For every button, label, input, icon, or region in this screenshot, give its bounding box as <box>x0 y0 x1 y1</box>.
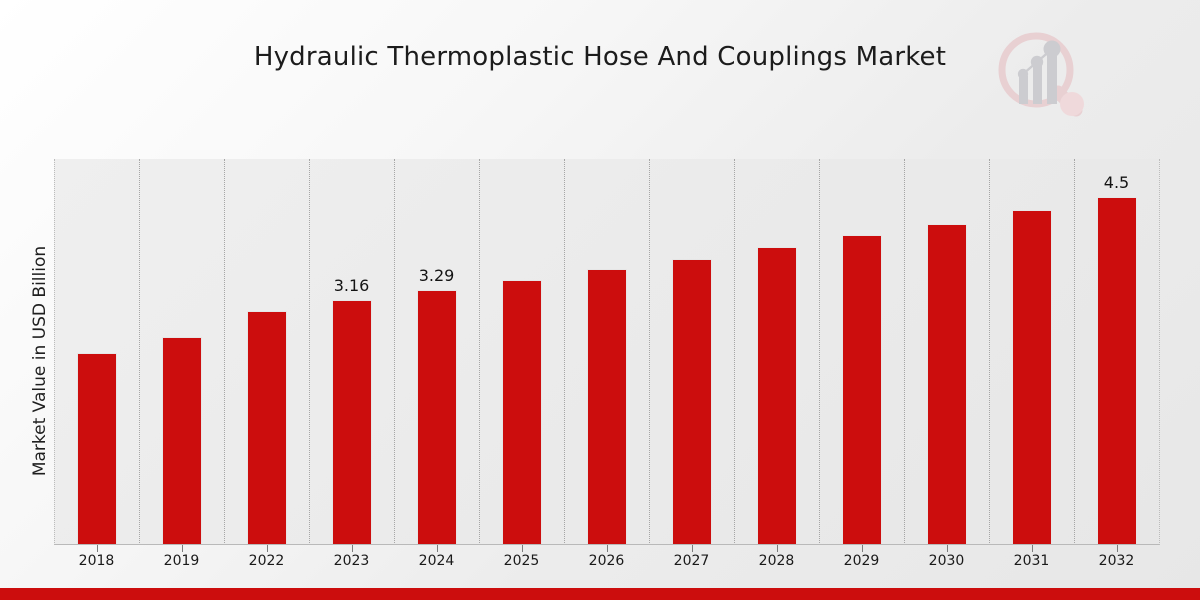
x-axis-tick-2023 <box>351 545 353 552</box>
x-axis-label-2019: 2019 <box>163 553 200 569</box>
gridline <box>989 159 991 545</box>
x-axis-tick-2024 <box>436 545 438 552</box>
gridline <box>564 159 566 545</box>
x-axis-label-2030: 2030 <box>928 553 965 569</box>
x-axis-label-2026: 2026 <box>588 553 625 569</box>
bar-2022[interactable] <box>246 310 287 544</box>
page-title: Hydraulic Thermoplastic Hose And Couplin… <box>253 42 947 72</box>
bar-2024[interactable] <box>416 290 457 544</box>
bar-value-label-2024: 3.29 <box>418 266 455 285</box>
x-axis-label-2031: 2031 <box>1013 553 1050 569</box>
bar-value-label-2023: 3.16 <box>333 276 370 296</box>
x-axis-tick-2032 <box>1116 545 1118 552</box>
bar-2026[interactable] <box>586 269 627 544</box>
bar-value-label-2032: 4.5 <box>1103 172 1130 192</box>
bar-2028[interactable] <box>756 246 797 544</box>
x-axis-tick-2027 <box>691 545 693 552</box>
bar-2025[interactable] <box>501 279 542 544</box>
bar-2019[interactable] <box>161 337 202 544</box>
x-axis-label-2029: 2029 <box>843 553 880 569</box>
x-axis-line <box>54 544 1159 545</box>
gridline <box>904 159 906 545</box>
x-axis-label-2032: 2032 <box>1098 553 1135 569</box>
bar-2029[interactable] <box>841 235 882 544</box>
bar-2027[interactable] <box>671 259 712 544</box>
gridline <box>224 159 226 545</box>
x-axis-tick-2025 <box>521 545 523 552</box>
gridline <box>394 159 396 545</box>
gridline <box>734 159 736 545</box>
x-axis-label-2027: 2027 <box>673 553 710 569</box>
x-axis-tick-2019 <box>181 545 183 552</box>
gridline <box>1159 159 1161 545</box>
y-axis-title: Market Value in USD Billion <box>30 245 50 477</box>
gridline <box>819 159 821 545</box>
gridline <box>139 159 141 545</box>
x-axis-label-2022: 2022 <box>248 553 285 569</box>
bar-2030[interactable] <box>926 223 967 544</box>
x-axis-tick-2022 <box>266 545 268 552</box>
x-axis-tick-2030 <box>946 545 948 552</box>
gridline <box>649 159 651 545</box>
gridline <box>309 159 311 545</box>
x-axis-label-2024: 2024 <box>418 553 455 569</box>
x-axis-tick-2031 <box>1031 545 1033 552</box>
x-axis-label-2018: 2018 <box>78 553 115 569</box>
gridline <box>1074 159 1076 545</box>
x-axis-tick-2026 <box>606 545 608 552</box>
x-axis-tick-2018 <box>96 545 98 552</box>
x-axis-tick-2028 <box>776 545 778 552</box>
x-axis-label-2028: 2028 <box>758 553 795 569</box>
bar-2018[interactable] <box>76 352 117 544</box>
bar-2032[interactable] <box>1096 196 1137 544</box>
bar-2031[interactable] <box>1011 210 1052 544</box>
bar-2023[interactable] <box>331 300 372 544</box>
x-axis-label-2023: 2023 <box>333 553 370 569</box>
market-research-logo-watermark-icon <box>988 24 1092 128</box>
gridline <box>479 159 481 545</box>
footer-accent-band <box>0 588 1200 600</box>
gridline <box>54 159 56 545</box>
x-axis-label-2025: 2025 <box>503 553 540 569</box>
x-axis-tick-2029 <box>861 545 863 552</box>
